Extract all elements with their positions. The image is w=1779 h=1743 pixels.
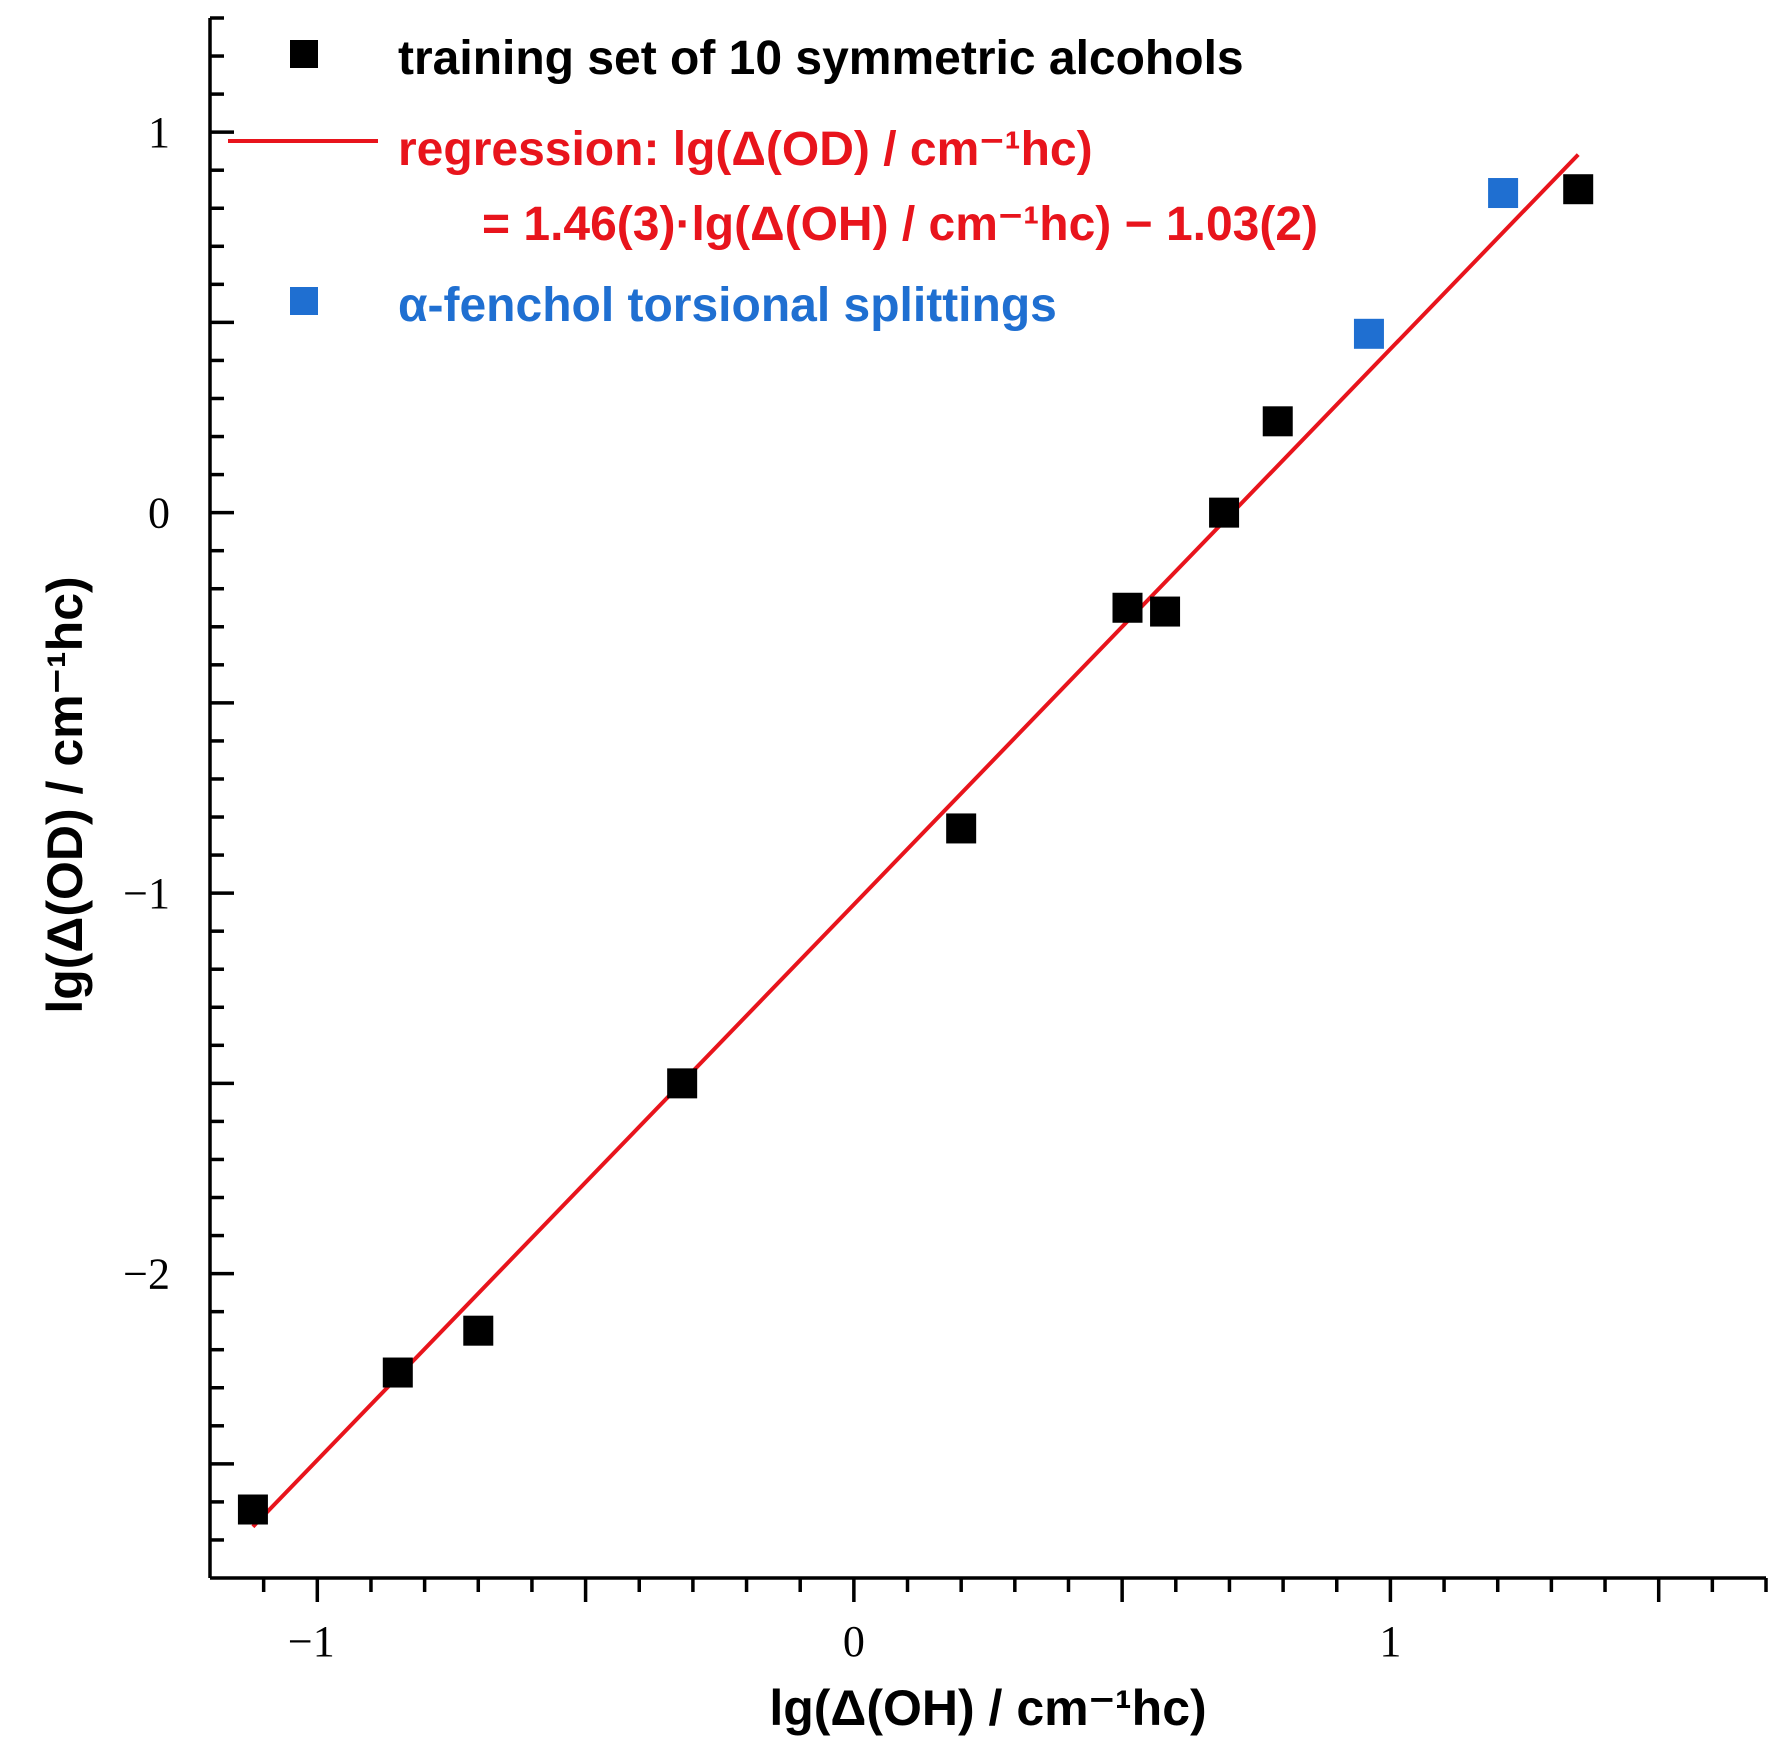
data-point-training	[1112, 592, 1143, 623]
legend-marker-fenchol	[290, 287, 318, 315]
x-ticks	[261, 1578, 1768, 1602]
x-tick-labels: −1 0 1	[288, 1617, 1402, 1666]
regression-line	[251, 153, 1580, 1529]
y-tick-labels: 1 0 −1 −2	[123, 108, 170, 1298]
legend-label-fenchol: α-fenchol torsional splittings	[398, 279, 1057, 332]
data-point-training	[946, 813, 977, 844]
x-tick-label: 0	[843, 1617, 865, 1666]
y-tick-label: 1	[148, 108, 170, 157]
data-point-fenchol	[1488, 178, 1519, 209]
data-point-training	[1150, 596, 1181, 627]
data-point-training	[382, 1357, 413, 1388]
y-tick-label: 0	[148, 489, 170, 538]
legend-marker-training	[290, 40, 318, 68]
y-ticks	[210, 16, 234, 1542]
x-tick-label: −1	[288, 1617, 335, 1666]
y-tick-label: −1	[123, 869, 170, 918]
y-axis-title: lg(Δ(OD) / cm⁻¹hc)	[37, 576, 93, 1013]
x-axis-title: lg(Δ(OH) / cm⁻¹hc)	[769, 1680, 1206, 1736]
data-point-training	[1209, 497, 1240, 528]
y-tick-label: −2	[123, 1250, 170, 1299]
data-point-training	[1563, 174, 1594, 205]
data-point-training	[667, 1068, 698, 1099]
legend: training set of 10 symmetric alcohols re…	[228, 32, 1318, 332]
data-points	[237, 174, 1594, 1525]
legend-label-regression-line2: = 1.46(3)·lg(Δ(OH) / cm⁻¹hc) − 1.03(2)	[482, 198, 1318, 251]
legend-label-regression-line1: regression: lg(Δ(OD) / cm⁻¹hc)	[398, 123, 1093, 176]
data-point-training	[1262, 406, 1293, 437]
x-tick-label: 1	[1379, 1617, 1401, 1666]
data-point-training	[463, 1315, 494, 1346]
data-point-training	[237, 1494, 268, 1525]
legend-label-training: training set of 10 symmetric alcohols	[398, 32, 1244, 85]
data-point-fenchol	[1353, 318, 1384, 349]
axes	[208, 18, 1766, 1580]
